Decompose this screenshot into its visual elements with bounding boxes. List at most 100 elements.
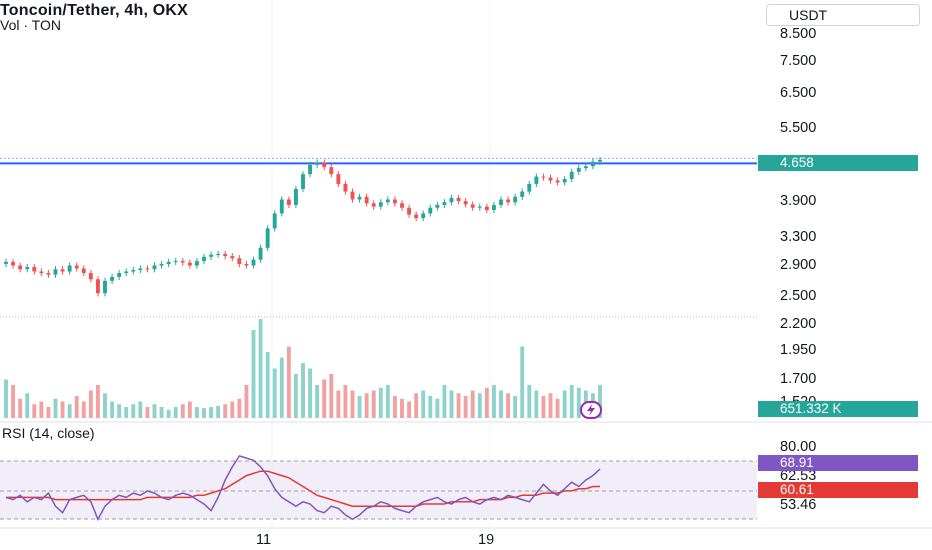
volume-bar [25,393,30,418]
candle-body [541,176,546,178]
volume-bar [216,405,221,418]
volume-bar [562,390,567,418]
price-tick-label: 8.500 [780,26,816,42]
volume-bar [67,404,72,418]
candle-body [315,162,320,165]
volume-bar [378,387,383,418]
candle-body [527,183,532,192]
price-tick-label: 3.900 [780,193,816,209]
candle-body [385,199,390,203]
price-tick-label: 6.500 [780,85,816,101]
candle-body [477,206,482,208]
volume-bar [60,401,65,418]
candle-body [216,253,221,255]
candle-body [308,164,313,175]
candle-body [562,179,567,183]
candle-body [484,206,489,210]
volume-bar [103,393,107,418]
volume-bar [293,374,298,418]
candle-body [414,214,419,219]
time-tick-label: 19 [478,532,494,548]
volume-bar [258,319,263,418]
candle-body [46,273,51,275]
candle-body [131,269,136,272]
candle-body [548,177,553,181]
volume-bar [152,404,157,418]
candle-body [230,256,235,259]
volume-bar [407,401,412,418]
volume-bar [223,404,228,418]
volume-bar [88,390,93,418]
candle-body [407,207,412,215]
volume-bar [555,398,560,418]
rsi-value-tag: 68.91 [758,455,918,471]
volume-bar [598,385,602,418]
candle-body [499,199,503,205]
volume-bar [569,385,574,418]
volume-bar [435,398,440,418]
volume-bar [145,407,150,418]
candle-body [32,266,37,272]
volume-bar [463,396,468,418]
candle-body [88,273,93,280]
volume-bar [520,346,525,418]
volume-bar [124,407,129,418]
candle-body [569,171,574,180]
price-tick-label: 2.900 [780,257,816,273]
volume-bar [180,404,185,418]
volume-bar [95,385,100,418]
currency-selector[interactable]: USDT [766,4,920,26]
candle-body [4,261,8,264]
volume-bar [46,407,51,418]
candle-body [322,162,327,168]
volume-bar [265,352,270,418]
candle-body [435,204,440,208]
volume-bar [301,363,305,418]
candle-body [244,264,249,266]
volume-bar [414,393,419,418]
candle-body [590,161,595,167]
volume-bar [442,385,447,418]
candle-body [74,265,79,269]
rsi-ma-tag: 60.61 [758,482,918,498]
rsi-tick-label: 62.53 [780,468,816,484]
candle-body [180,261,185,263]
volume-bar [81,401,86,418]
candle-body [166,261,171,265]
rsi-band-background [0,461,757,519]
volume-bar [506,393,511,418]
volume-bar [53,398,58,418]
time-tick-label: 11 [256,532,271,548]
volume-bar [477,393,482,418]
candle-body [555,180,560,183]
price-tick-label: 7.500 [780,53,816,69]
volume-bar [4,379,8,418]
candle-body [513,196,518,203]
candle-body [336,174,341,184]
candle-body [81,268,86,274]
candle-body [293,188,298,205]
volume-bar [194,407,199,418]
candle-body [301,174,305,189]
candle-body [364,196,369,204]
candle-body [576,168,581,172]
volume-bar [237,398,242,418]
volume-bar [428,396,433,418]
candle-body [117,273,122,277]
volume-bar [131,404,136,418]
volume-bar [315,385,320,418]
volume-bar [513,396,518,418]
candle-body [329,167,334,175]
candle-body [350,191,355,200]
candle-body [265,228,270,248]
volume-bar [18,398,23,418]
price-tick-label: 1.700 [780,371,816,387]
volume-bar [286,346,291,418]
lightning-icon[interactable] [580,401,602,419]
candle-body [194,261,199,266]
price-tick-label: 3.300 [780,229,816,245]
candle-body [152,265,157,270]
volume-bar [187,401,192,418]
volume-bar [470,390,475,418]
